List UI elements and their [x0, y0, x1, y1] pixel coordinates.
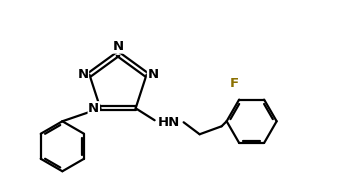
Text: N: N [77, 68, 88, 81]
Text: F: F [230, 77, 239, 90]
Text: HN: HN [158, 116, 180, 129]
Text: N: N [113, 40, 123, 53]
Text: N: N [88, 102, 99, 115]
Text: N: N [148, 68, 159, 81]
